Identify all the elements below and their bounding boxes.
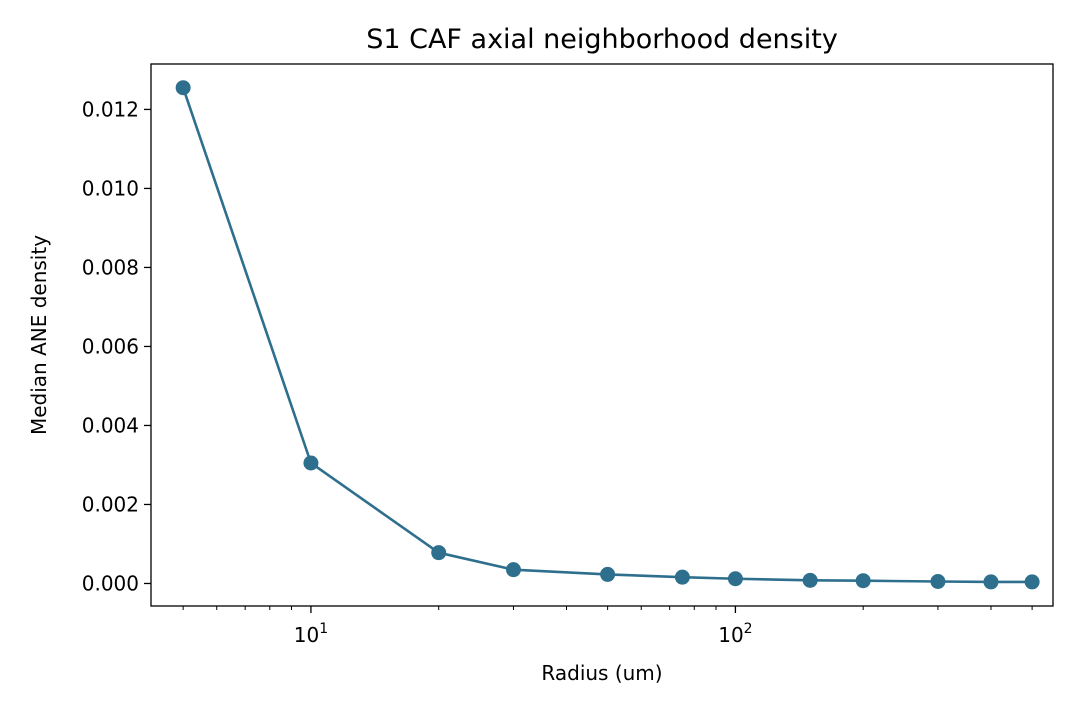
data-point	[930, 574, 946, 590]
data-point	[727, 571, 743, 587]
series-line	[181, 87, 1033, 584]
y-tick-label: 0.008	[82, 255, 139, 279]
y-tick-label: 0.000	[82, 571, 139, 595]
y-axis: 0.000 0.002 0.004 0.006 0.008 0.010 0.012	[82, 97, 151, 595]
data-point	[431, 545, 447, 561]
y-axis-label: Median ANE density	[27, 235, 51, 435]
data-point	[600, 566, 616, 582]
y-tick-label: 0.012	[82, 97, 139, 121]
x-tick-label: 102	[718, 621, 752, 647]
data-point	[175, 80, 191, 96]
y-tick-label: 0.006	[82, 334, 139, 358]
data-point	[303, 455, 319, 471]
y-tick-label: 0.002	[82, 492, 139, 516]
y-tick-label: 0.010	[82, 176, 139, 200]
data-point	[674, 569, 690, 585]
chart-title: S1 CAF axial neighborhood density	[366, 24, 838, 55]
x-axis: 101 102	[182, 606, 1033, 647]
x-tick-label: 101	[294, 621, 328, 647]
data-point	[505, 562, 521, 578]
data-point	[855, 573, 871, 589]
plot-frame	[150, 63, 1054, 607]
data-point	[983, 574, 999, 590]
x-axis-label: Radius (um)	[541, 661, 662, 685]
data-point	[802, 572, 818, 588]
series-group	[175, 80, 1040, 590]
data-point	[1024, 574, 1040, 590]
y-tick-label: 0.004	[82, 413, 139, 437]
